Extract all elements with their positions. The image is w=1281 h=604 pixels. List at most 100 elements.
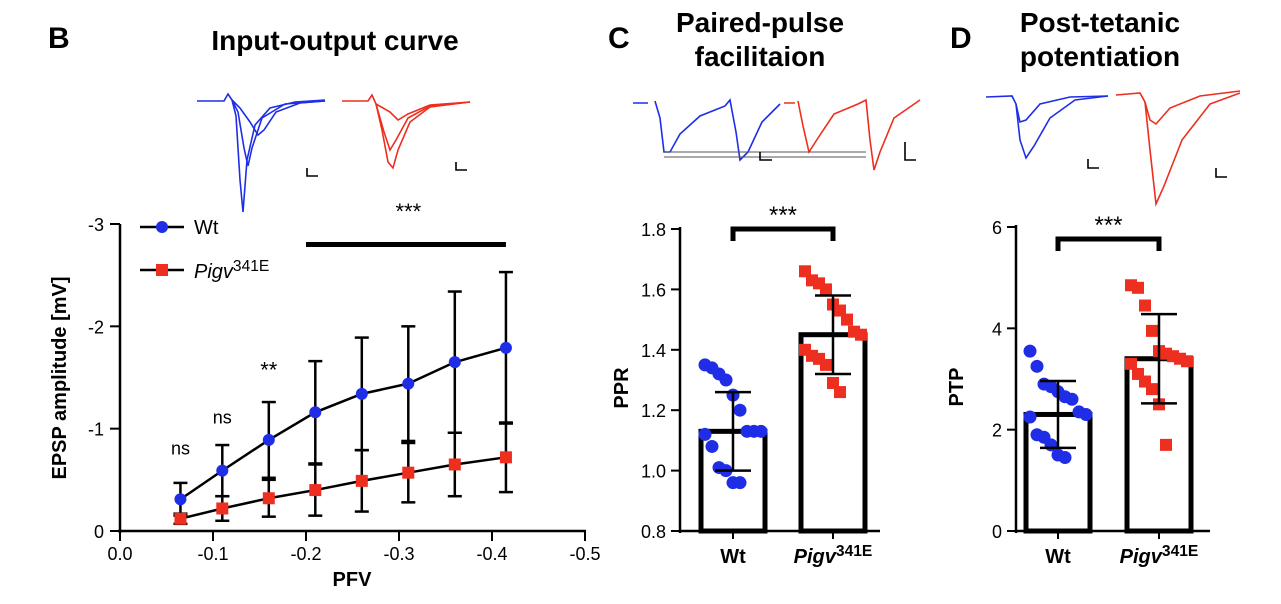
b-series-line [180, 456, 507, 520]
wt-trace-large [197, 92, 326, 213]
c-y-tick-label: 1.8 [641, 220, 666, 240]
panel-title-c-line2: facilitaion [694, 41, 826, 72]
d-significance-bracket [1055, 236, 1162, 251]
scale-bar-c-1 [759, 152, 772, 161]
scale-bar-c-2 [904, 142, 916, 161]
d-y-tick-label: 0 [992, 522, 1002, 542]
c-wt-point [733, 403, 747, 417]
d-mutant-point [1132, 281, 1144, 294]
c-mutant-point [820, 283, 832, 296]
b-wt-point [355, 387, 368, 400]
panel-letter-d: D [950, 22, 972, 55]
d-x-tick-label: Pigv341E [1120, 543, 1199, 568]
scale-bar-d-1 [1087, 159, 1099, 169]
panel-title-c-line1: Paired-pulse [675, 7, 845, 38]
mut-ptp-trace-2 [1144, 92, 1241, 208]
c-significance-label: *** [769, 202, 797, 229]
c-y-tick-label: 1.0 [641, 462, 666, 482]
b-annotation: *** [395, 199, 421, 224]
b-mutant-point [402, 466, 415, 479]
wt-trace-medium [231, 99, 326, 167]
b-mutant-point [174, 512, 187, 525]
mut-trace-medium [375, 101, 471, 152]
b-x-tick-label: -0.4 [476, 544, 507, 564]
c-wt-point [705, 439, 719, 453]
legend-mutant-label: Pigv341E [194, 258, 269, 283]
b-wt-point [309, 406, 322, 419]
c-wt-point [698, 427, 712, 441]
c-mutant-point [827, 377, 839, 390]
d-y-tick-label: 6 [992, 218, 1002, 238]
c-mutant-point [841, 313, 853, 326]
c-y-tick-label: 1.6 [641, 280, 666, 300]
d-mutant-point [1139, 299, 1151, 312]
b-y-tick-label: -1 [88, 420, 104, 440]
d-mutant-point [1146, 383, 1158, 396]
mut-ptp-trace-1 [1115, 90, 1241, 126]
c-mutant-point [834, 304, 846, 317]
d-y-tick-label: 2 [992, 421, 1002, 441]
c-y-axis-label: PPR [611, 367, 633, 409]
b-annotation: ns [213, 408, 232, 428]
c-mutant-point [834, 386, 846, 399]
b-wt-point [448, 356, 461, 369]
b-x-axis-label: PFV [333, 569, 373, 591]
b-mutant-point [355, 474, 368, 487]
b-wt-point [174, 493, 187, 506]
c-wt-point [754, 424, 768, 438]
c-wt-point [719, 373, 733, 387]
d-mutant-point [1125, 357, 1137, 370]
panel-title-d: Post-tetanic potentiation [985, 6, 1215, 74]
b-annotation: ** [260, 358, 278, 383]
legend-mutant-marker [156, 264, 168, 276]
c-significance-bracket [730, 226, 836, 241]
scale-bar-d-2 [1215, 168, 1227, 178]
b-y-tick-label: -2 [88, 317, 104, 337]
b-annotation: ns [171, 438, 190, 458]
b-mutant-point [448, 458, 461, 471]
b-mutant-point [216, 502, 229, 515]
b-x-tick-label: -0.1 [197, 544, 228, 564]
d-wt-point [1023, 344, 1037, 358]
mut-trace-large [342, 93, 471, 170]
panel-title-d-line2: potentiation [1019, 41, 1181, 72]
c-y-tick-label: 1.2 [641, 401, 666, 421]
b-y-tick-label: 0 [94, 522, 104, 542]
panel-letter-c: C [608, 22, 630, 55]
b-y-axis-label: EPSP amplitude [mV] [49, 276, 71, 479]
mut-ppf-trace [784, 98, 921, 171]
panel-letter-b: B [48, 22, 70, 55]
c-y-tick-label: 0.8 [641, 522, 666, 542]
legend-wt-marker [156, 221, 168, 233]
b-x-tick-label: 0.0 [107, 544, 132, 564]
panel-title-c: Paired-pulse facilitaion [640, 6, 880, 74]
scale-bar-mut-b [455, 162, 467, 171]
d-wt-point [1065, 392, 1079, 406]
scale-bar-wt-b [306, 168, 318, 177]
c-x-tick-label: Pigv341E [794, 543, 873, 568]
d-mutant-point [1181, 355, 1193, 368]
c-y-tick-label: 1.4 [641, 341, 666, 361]
wt-trace-small [231, 99, 326, 137]
b-wt-point [499, 341, 512, 354]
b-x-tick-label: -0.2 [290, 544, 321, 564]
d-wt-point [1058, 451, 1072, 465]
b-series-line [179, 346, 507, 501]
legend-wt-label: Wt [194, 217, 219, 239]
panel-title-b: Input-output curve [211, 25, 459, 56]
wt-ptp-trace-1 [985, 95, 1109, 124]
ppf-baseline-guides [664, 151, 866, 158]
c-x-tick-label: Wt [720, 546, 746, 568]
wt-ppf-trace [633, 98, 781, 162]
b-mutant-point [309, 484, 322, 497]
d-mutant-point [1160, 438, 1172, 451]
d-y-axis-label: PTP [946, 368, 968, 407]
b-mutant-point [262, 492, 275, 505]
b-wt-point [262, 433, 275, 446]
d-mutant-point [1146, 324, 1158, 337]
d-wt-point [1079, 407, 1093, 421]
d-significance-label: *** [1094, 212, 1122, 239]
b-x-tick-label: -0.5 [569, 544, 600, 564]
d-wt-point [1023, 410, 1037, 424]
